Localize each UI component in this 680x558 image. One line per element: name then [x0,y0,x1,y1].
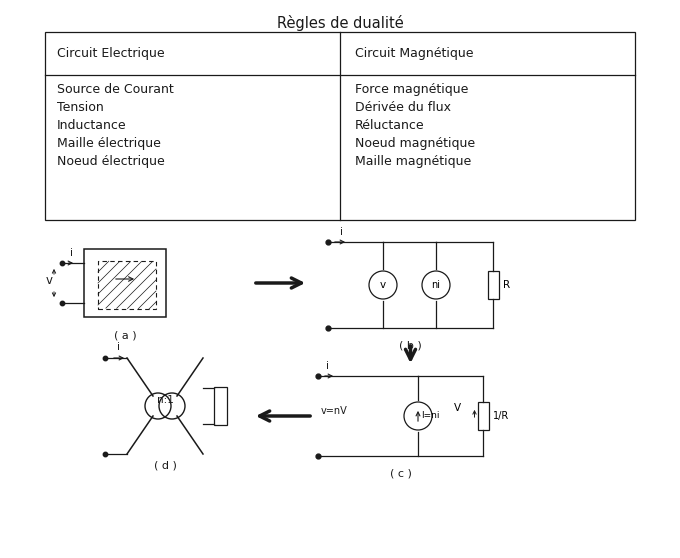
Text: ( a ): ( a ) [114,331,136,341]
Bar [477,402,488,430]
Text: Règles de dualité: Règles de dualité [277,15,403,31]
Text: i: i [70,248,73,258]
Text: ( d ): ( d ) [154,461,176,471]
Text: ( b ): ( b ) [399,340,422,350]
Text: ( c ): ( c ) [390,468,411,478]
Bar [84,249,166,317]
Text: Dérivée du flux: Dérivée du flux [355,101,451,114]
Text: Circuit Magnétique: Circuit Magnétique [355,47,473,60]
Text: Circuit Electrique: Circuit Electrique [57,47,165,60]
Text: Force magnétique: Force magnétique [355,83,469,96]
Bar [98,261,156,309]
Text: 1/R: 1/R [492,411,509,421]
Text: v=nV: v=nV [321,406,347,416]
Text: Tension: Tension [57,101,104,114]
Text: v: v [46,275,53,287]
Bar [45,32,635,220]
Text: Réluctance: Réluctance [355,119,424,132]
Text: v: v [380,280,386,290]
Text: Inductance: Inductance [57,119,126,132]
Text: Maille électrique: Maille électrique [57,137,161,150]
Text: V: V [454,403,462,413]
Text: Maille magnétique: Maille magnétique [355,155,471,168]
Bar [214,387,226,425]
Text: Noeud électrique: Noeud électrique [57,155,165,168]
Text: ni: ni [432,280,441,290]
Text: Source de Courant: Source de Courant [57,83,174,96]
Text: i: i [340,227,343,237]
Bar [488,271,498,299]
Text: i: i [117,342,120,352]
Text: Noeud magnétique: Noeud magnétique [355,137,475,150]
Text: R: R [503,280,511,290]
Text: n:1: n:1 [156,395,173,405]
Text: i: i [326,361,329,371]
Text: I=ni: I=ni [421,411,439,421]
